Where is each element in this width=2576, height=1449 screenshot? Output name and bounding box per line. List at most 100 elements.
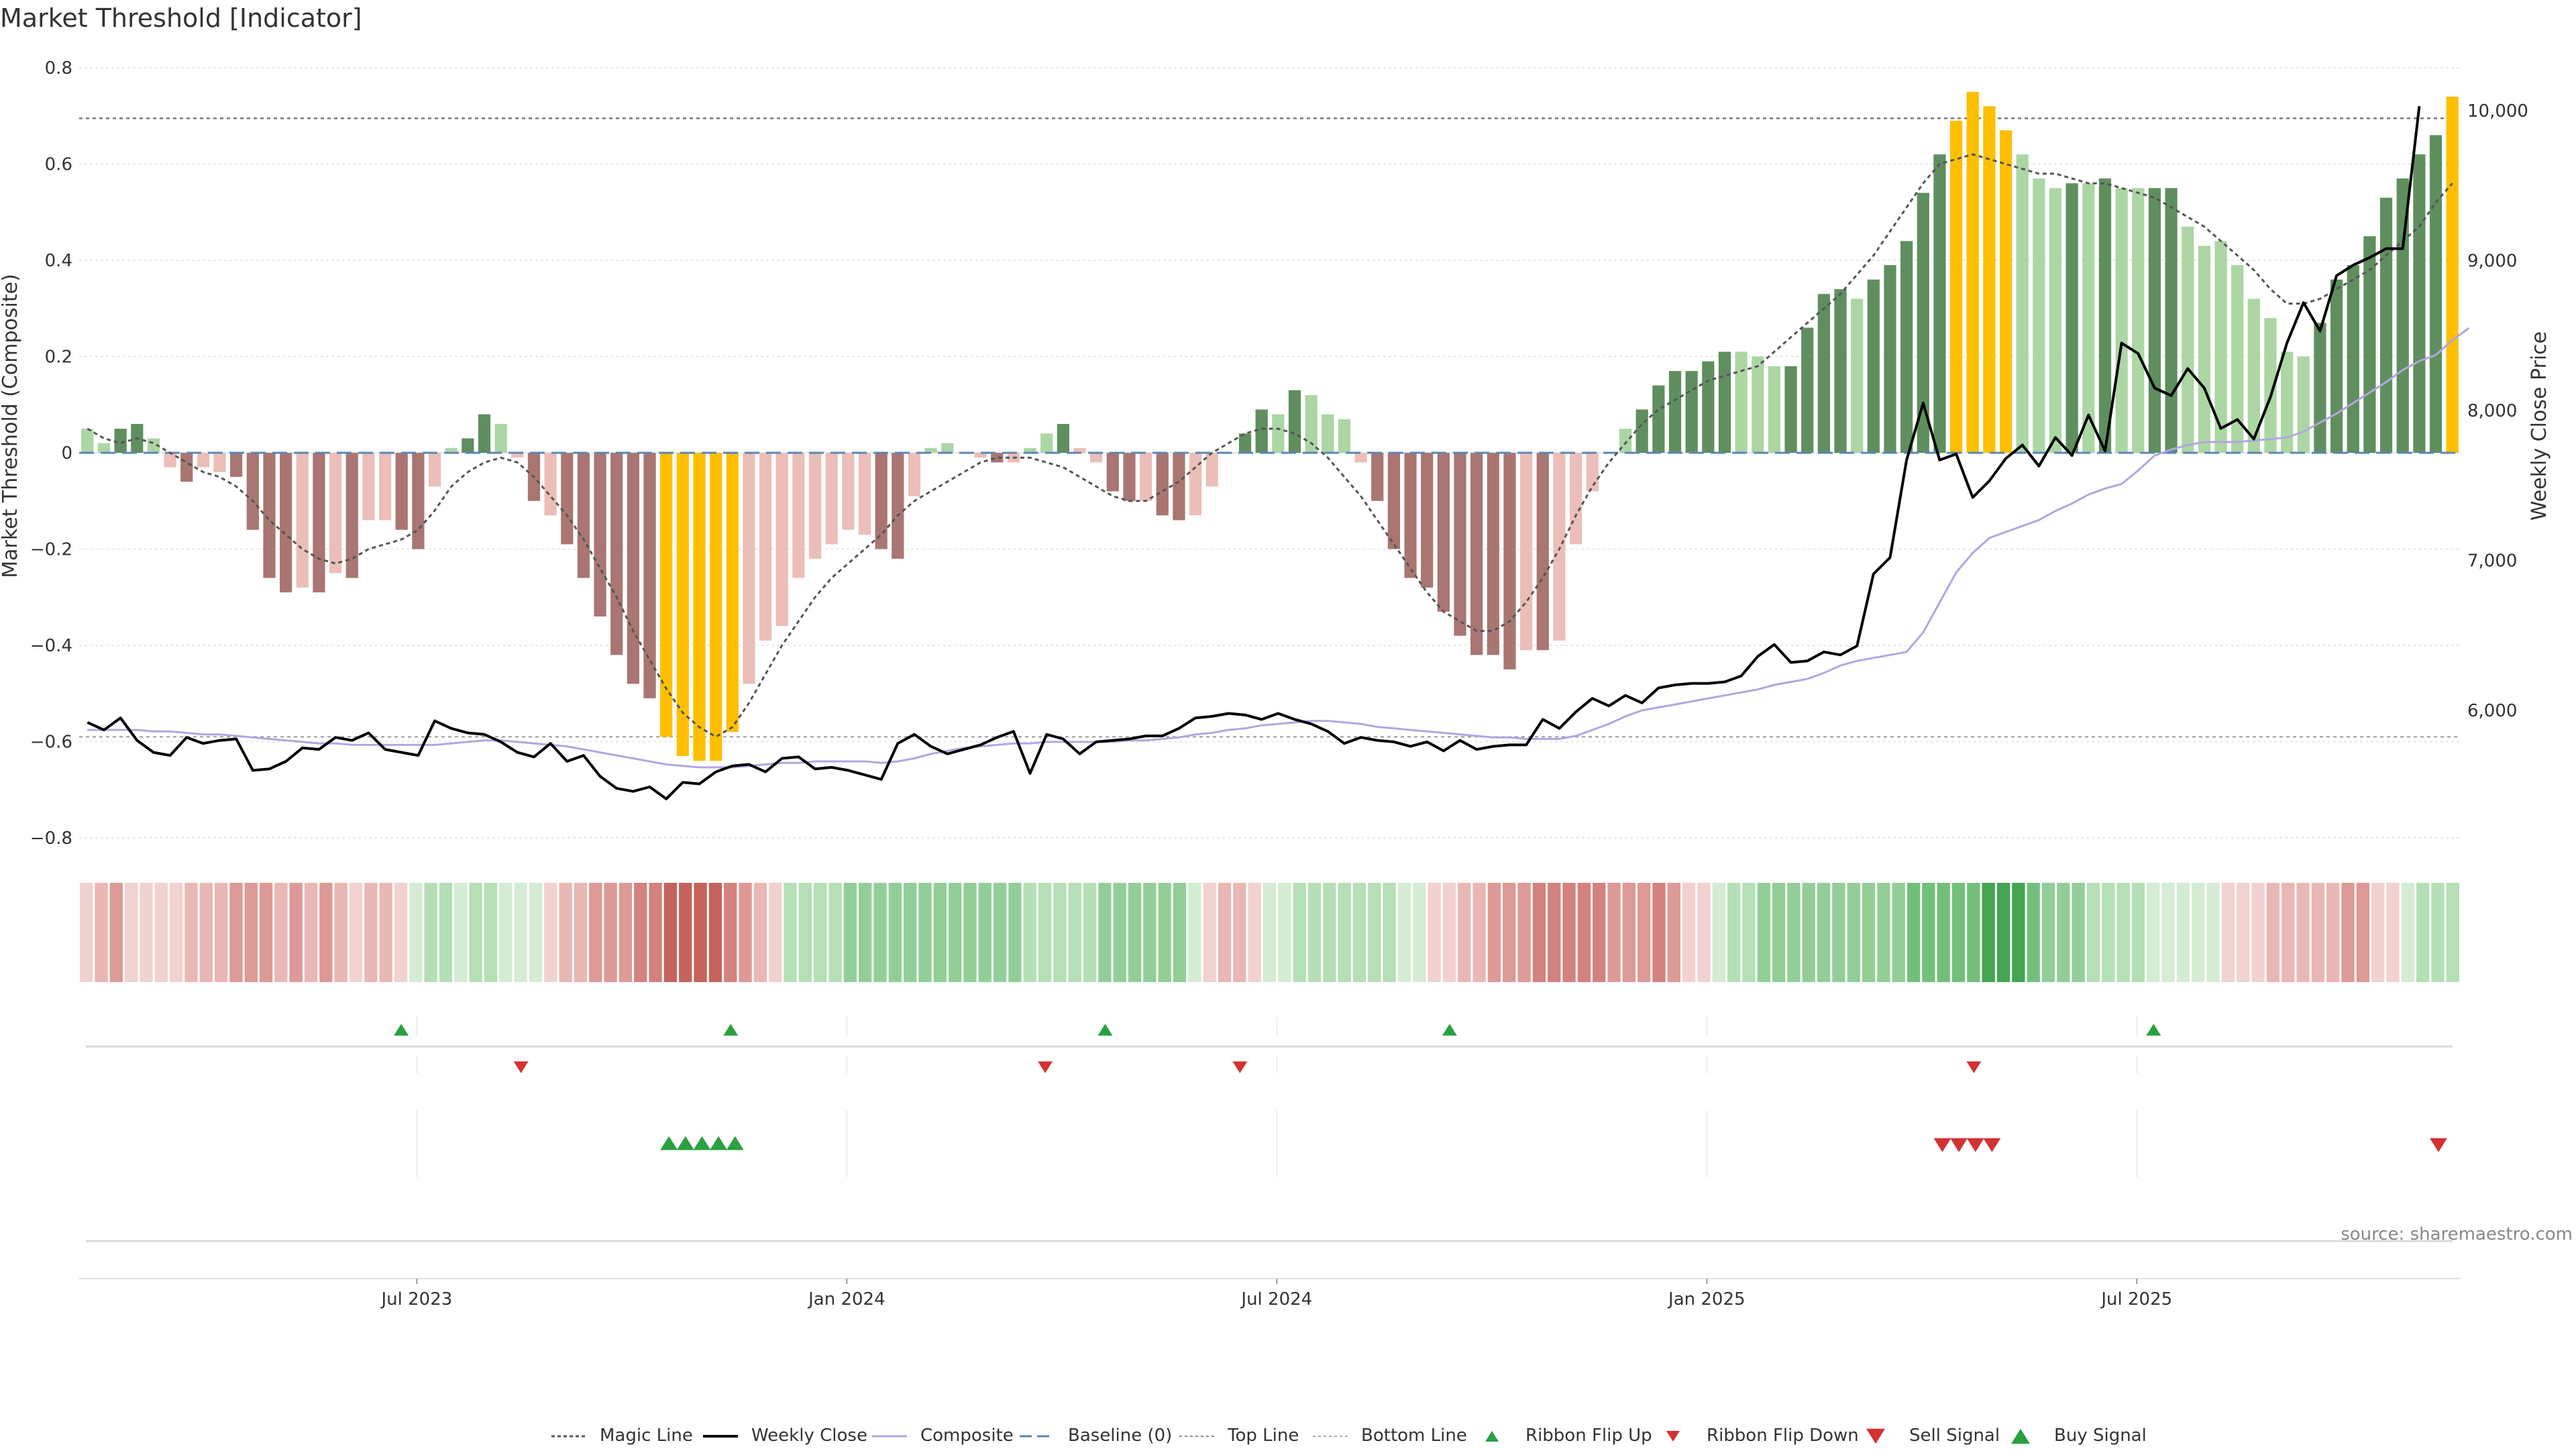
composite-bar [412,453,425,549]
ribbon-cell [2237,883,2250,982]
ribbon-flip-down-marker [513,1061,529,1073]
composite-bar [1470,453,1483,655]
legend-label: Magic Line [600,1426,693,1446]
composite-bar [1288,390,1301,453]
composite-bar [726,453,739,733]
ribbon-cell [1307,883,1322,982]
composite-bar [2396,178,2409,453]
composite-bar [627,453,639,684]
ribbon-cell [2131,883,2145,982]
composite-bar [2413,154,2426,453]
ribbon-cell [2057,883,2070,982]
ribbon-cell [1113,883,1126,982]
composite-bar [775,453,788,627]
composite-bar [1255,409,1268,453]
composite-line [87,327,2470,769]
ribbon-cell [1233,883,1246,982]
composite-bar [1503,453,1516,669]
ribbon-cell [2356,883,2370,982]
ribbon-cell [2266,883,2280,982]
composite-bar [1024,447,1036,453]
ribbon-cell [454,883,468,982]
ribbon-cell [963,883,977,982]
ribbon-cell [1877,883,1890,982]
buy-signal-marker [710,1136,728,1150]
ribbon-cell [1008,883,1022,982]
ribbon-cell [2371,883,2385,982]
composite-bar [561,453,574,545]
ribbon-cell [1667,883,1680,982]
legend-item-weekly-close: Weekly Close [703,1426,867,1446]
composite-bar [1040,433,1053,453]
composite-bar [792,453,805,578]
ribbon-cell [1083,883,1097,982]
legend-item-baseline: Baseline (0) [1020,1426,1172,1446]
lines [79,106,2470,800]
legend-label: Ribbon Flip Up [1525,1426,1652,1446]
composite-bar [892,453,904,559]
composite-bar [246,453,259,530]
composite-bar [1454,453,1466,636]
ribbon-cell [544,883,557,982]
y-tick-label: 0 [61,443,72,464]
composite-bar [610,453,623,655]
buy-signal-marker [693,1136,711,1150]
ribbon-flip-down-marker [1038,1061,1053,1073]
legend-swatch [1866,1428,1885,1444]
composite-bar [1784,366,1797,453]
ribbon-cell [694,883,707,982]
x-tick-label: Jul 2025 [2100,1289,2172,1309]
composite-bar [1668,371,1682,453]
composite-bar [759,453,772,641]
composite-bar [1834,289,1847,453]
bars [81,91,2459,761]
sell-signal-marker [1950,1138,1968,1152]
legend-label: Sell Signal [1909,1426,2000,1446]
composite-bar [1322,414,1334,453]
ribbon-cell [394,883,408,982]
ribbon-cell [1188,883,1201,982]
ribbon-cell [663,883,678,982]
ribbon-cell [349,883,363,982]
ribbon-cell [1817,883,1831,982]
ribbon-cell [1772,883,1786,982]
y-tick-label: 0.6 [45,155,72,175]
composite-bar [1387,453,1401,549]
sell-signal-marker [1966,1138,1984,1152]
ribbon-cell [1593,883,1606,982]
ribbon-cell [184,883,198,982]
composite-bar [445,447,458,453]
sell-signal-marker [1983,1138,2001,1152]
ribbon-flip-up-marker [1097,1024,1113,1036]
ribbon-cell [1338,883,1351,982]
ribbon-cell [888,883,902,982]
composite-bar [2115,188,2128,453]
composite-bar [1966,91,1979,453]
ribbon-cell [2147,883,2160,982]
ribbon-cell [334,883,347,982]
composite-bar [1619,429,1632,453]
y-axis: 0.8 0.6 0.4 0.2 0 −0.2 −0.4 −0.6 −0.8 [30,58,72,849]
composite-bar [2446,97,2459,453]
composite-bar [2264,318,2277,453]
composite-bar [1519,453,1533,651]
ribbon-cell [289,883,303,982]
composite-bar [1569,453,1582,545]
composite-bar [1057,423,1069,453]
y-tick-label: −0.6 [30,733,72,753]
y-tick-label: −0.8 [30,828,72,849]
ribbon-cell [1951,883,1966,982]
composite-bar [462,438,474,453]
composite-bar [1685,371,1698,453]
composite-bar [2429,135,2443,453]
x-tick-label: Jan 2025 [1667,1289,1746,1309]
ribbon-cell [2041,883,2055,982]
composite-bar [1205,453,1218,487]
ribbon-cell [828,883,842,982]
composite-bar [280,453,292,593]
ribbon-cell [1023,883,1036,982]
composite-bar [1487,453,1499,655]
ribbon-cell [1787,883,1801,982]
composite-bar [858,453,871,535]
y-tick-label: 0.4 [45,251,72,271]
